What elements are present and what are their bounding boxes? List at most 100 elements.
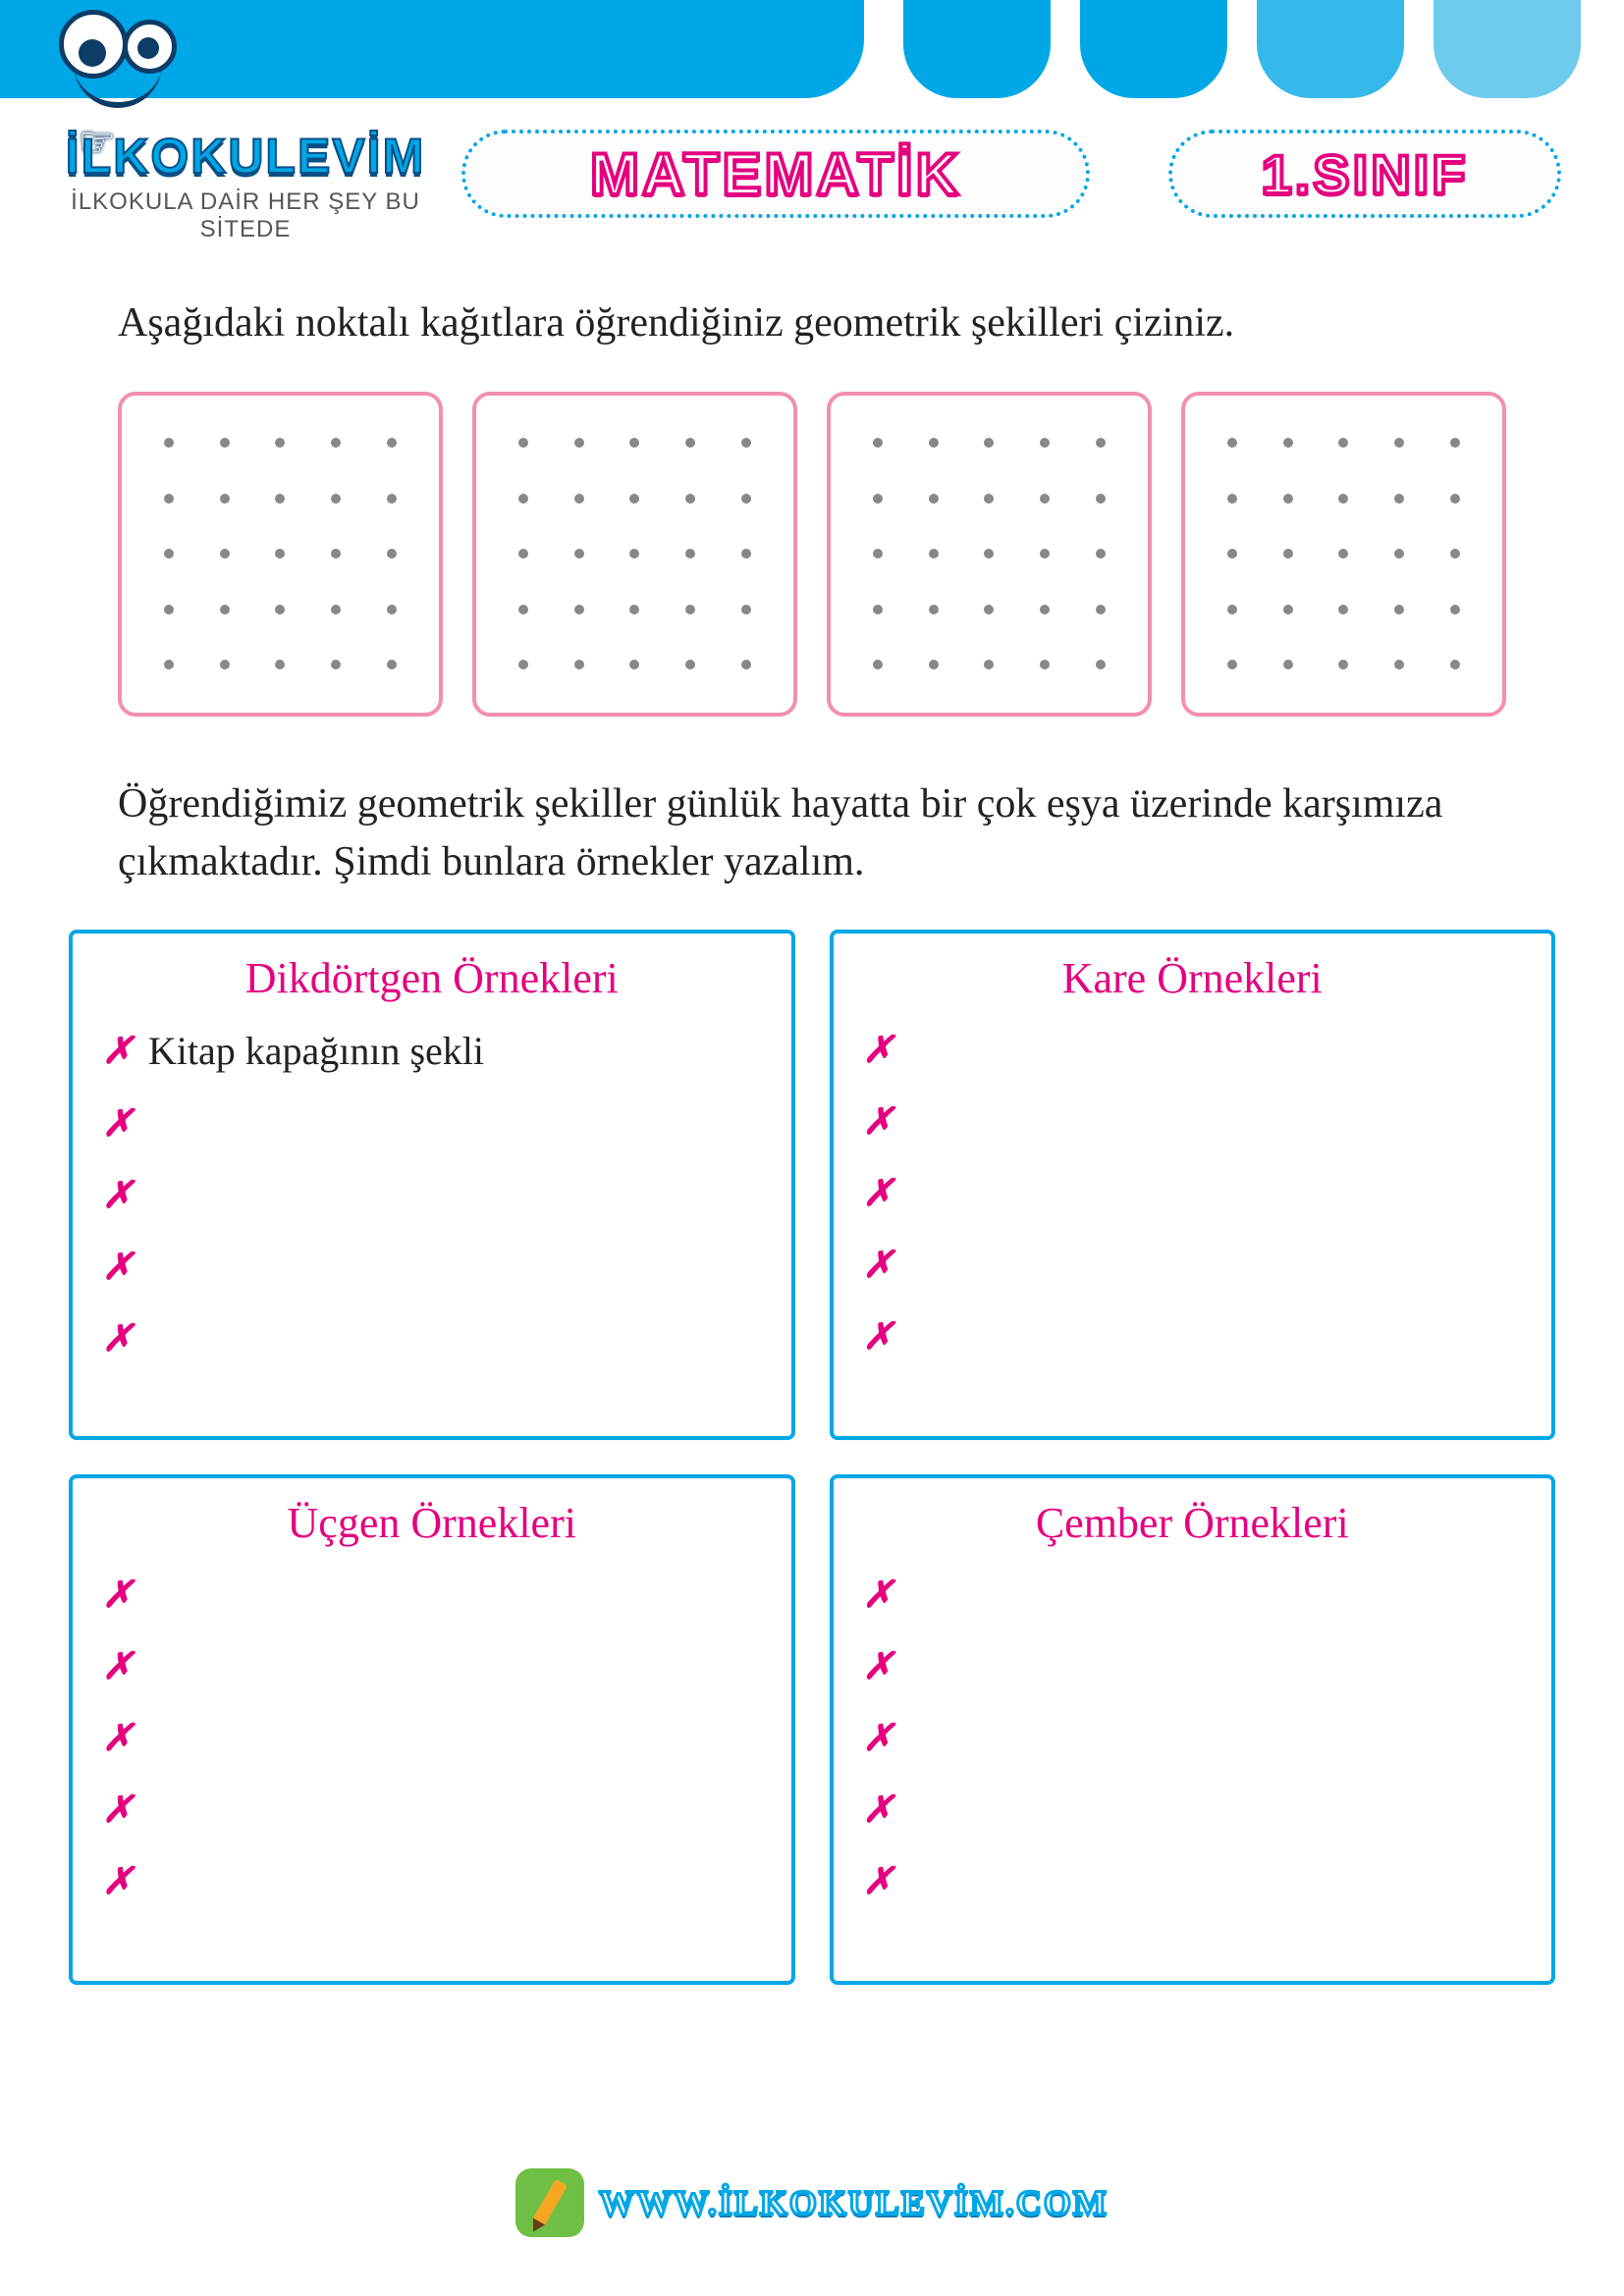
example-item[interactable]: ✗ xyxy=(863,1171,1523,1215)
example-item[interactable]: ✗ xyxy=(102,1716,762,1760)
dot-grid-box[interactable] xyxy=(472,392,797,717)
grid-dot xyxy=(629,660,639,669)
footer: WWW.İLKOKULEVİM.COM xyxy=(0,2168,1624,2237)
example-item[interactable]: ✗ xyxy=(863,1716,1523,1760)
grid-dot xyxy=(164,605,174,614)
grid-dot xyxy=(1227,605,1237,614)
example-box: Üçgen Örnekleri ✗ ✗ ✗ ✗ ✗ xyxy=(69,1474,795,1985)
example-item[interactable]: ✗ xyxy=(863,1099,1523,1144)
grid-dot xyxy=(873,494,883,504)
grid-dot xyxy=(984,605,994,614)
grid-dot xyxy=(1227,549,1237,559)
bullet-x-icon: ✗ xyxy=(863,1314,894,1359)
mascot-icon: ☞ xyxy=(49,10,245,128)
grid-dot xyxy=(1450,660,1460,669)
grid-dot xyxy=(929,494,939,504)
grid-dot xyxy=(387,660,397,669)
example-item[interactable]: ✗ xyxy=(102,1788,762,1832)
bullet-x-icon: ✗ xyxy=(863,1028,894,1072)
grid-dot xyxy=(1338,549,1348,559)
example-item[interactable]: ✗Kitap kapağının şekli xyxy=(102,1028,762,1074)
dot-grids-row xyxy=(118,392,1506,717)
bullet-x-icon: ✗ xyxy=(102,1716,134,1760)
example-item[interactable]: ✗ xyxy=(102,1101,762,1146)
footer-url: WWW.İLKOKULEVİM.COM xyxy=(599,2182,1109,2223)
example-item[interactable]: ✗ xyxy=(102,1644,762,1688)
grid-dot xyxy=(1394,660,1404,669)
grid-dot xyxy=(929,438,939,448)
example-item[interactable]: ✗ xyxy=(863,1788,1523,1832)
example-list: ✗Kitap kapağının şekli ✗ ✗ ✗ ✗ xyxy=(102,1028,762,1361)
header-tab-4 xyxy=(1434,0,1581,98)
grid-dot xyxy=(1338,605,1348,614)
grid-dot xyxy=(1450,549,1460,559)
grid-dot xyxy=(164,494,174,504)
bullet-x-icon: ✗ xyxy=(863,1099,894,1144)
bullet-x-icon: ✗ xyxy=(863,1788,894,1832)
example-item[interactable]: ✗ xyxy=(863,1644,1523,1688)
grid-dot xyxy=(164,438,174,448)
grid-dot xyxy=(518,605,528,614)
grid-dot xyxy=(387,494,397,504)
example-box-title: Kare Örnekleri xyxy=(863,953,1523,1003)
header-bar: ☞ xyxy=(0,0,1624,118)
example-item[interactable]: ✗ xyxy=(863,1243,1523,1287)
instruction-1: Aşağıdaki noktalı kağıtlara öğrendiğiniz… xyxy=(118,294,1506,352)
subject-pill: MATEMATİK xyxy=(461,130,1090,218)
example-item[interactable]: ✗ xyxy=(102,1859,762,1903)
grid-dot xyxy=(873,549,883,559)
grid-dot xyxy=(331,660,341,669)
grid-dot xyxy=(1040,494,1050,504)
example-item[interactable]: ✗ xyxy=(102,1173,762,1217)
grid-dot xyxy=(1096,660,1106,669)
grid-dot xyxy=(275,605,285,614)
bullet-x-icon: ✗ xyxy=(102,1859,134,1903)
example-list: ✗ ✗ ✗ ✗ ✗ xyxy=(102,1573,762,1903)
example-box-title: Dikdörtgen Örnekleri xyxy=(102,953,762,1003)
grid-dot xyxy=(873,605,883,614)
bullet-x-icon: ✗ xyxy=(102,1573,134,1617)
instruction-2: Öğrendiğimiz geometrik şekiller günlük h… xyxy=(118,775,1506,891)
grid-dot xyxy=(929,605,939,614)
grid-dot xyxy=(1283,494,1293,504)
grid-dot xyxy=(741,494,751,504)
grid-dot xyxy=(984,549,994,559)
bullet-x-icon: ✗ xyxy=(863,1716,894,1760)
grid-dot xyxy=(685,494,695,504)
footer-pencil-icon xyxy=(515,2168,584,2237)
example-box-title: Üçgen Örnekleri xyxy=(102,1498,762,1548)
grid-dot xyxy=(574,660,584,669)
grid-dot xyxy=(275,438,285,448)
grid-dot xyxy=(629,549,639,559)
grid-dot xyxy=(1096,549,1106,559)
grid-dot xyxy=(1096,494,1106,504)
grid-dot xyxy=(1338,494,1348,504)
grade-pill: 1.SINIF xyxy=(1168,130,1561,218)
dot-grid-box[interactable] xyxy=(1181,392,1506,717)
grid-dot xyxy=(387,605,397,614)
bullet-x-icon: ✗ xyxy=(102,1788,134,1832)
grid-dot xyxy=(1040,549,1050,559)
example-item[interactable]: ✗ xyxy=(863,1859,1523,1903)
example-box-title: Çember Örnekleri xyxy=(863,1498,1523,1548)
grid-dot xyxy=(1394,494,1404,504)
brand-tagline: İLKOKULA DAİR HER ŞEY BU SİTEDE xyxy=(29,188,461,243)
grid-dot xyxy=(220,660,230,669)
example-item[interactable]: ✗ xyxy=(102,1573,762,1617)
example-item[interactable]: ✗ xyxy=(863,1314,1523,1359)
example-item[interactable]: ✗ xyxy=(863,1573,1523,1617)
grid-dot xyxy=(685,549,695,559)
header-tab-1 xyxy=(903,0,1051,98)
grade-label: 1.SINIF xyxy=(1262,142,1469,206)
subject-label: MATEMATİK xyxy=(590,140,961,208)
grid-dot xyxy=(984,660,994,669)
grid-dot xyxy=(685,605,695,614)
header-tab-3 xyxy=(1257,0,1404,98)
example-item[interactable]: ✗ xyxy=(102,1316,762,1361)
grid-dot xyxy=(164,660,174,669)
dot-grid-box[interactable] xyxy=(827,392,1152,717)
example-item[interactable]: ✗ xyxy=(102,1245,762,1289)
example-item[interactable]: ✗ xyxy=(863,1028,1523,1072)
bullet-x-icon: ✗ xyxy=(102,1644,134,1688)
dot-grid-box[interactable] xyxy=(118,392,443,717)
